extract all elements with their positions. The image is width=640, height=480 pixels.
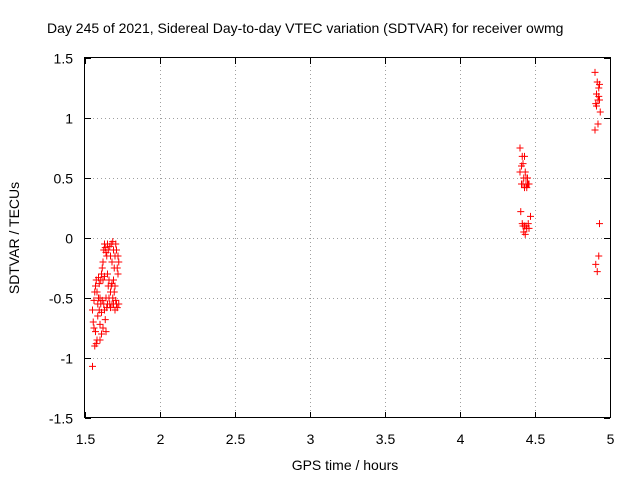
data-point (89, 362, 96, 370)
chart-title: Day 245 of 2021, Sidereal Day-to-day VTE… (47, 20, 563, 36)
data-point (90, 324, 98, 332)
x-tick-label: 3.5 (376, 431, 396, 447)
data-point (591, 126, 599, 134)
axis-ticks: 1.5 2 2.5 3 3.5 4 4.5 5 -1.5 -1 -0.5 0 0.5 1 1.5 (49, 51, 615, 448)
data-point (98, 330, 105, 338)
data-series (89, 68, 604, 370)
data-point (113, 264, 121, 272)
data-point (104, 270, 111, 278)
data-point (596, 220, 603, 228)
data-point (594, 120, 602, 128)
data-point (112, 240, 120, 248)
data-point (516, 144, 524, 152)
data-point (89, 318, 97, 326)
y-tick-label: 1 (65, 111, 73, 127)
data-point (110, 288, 118, 296)
data-point (98, 264, 106, 272)
data-point (595, 92, 603, 100)
data-point (89, 306, 96, 314)
data-point (596, 80, 603, 88)
data-point (596, 108, 604, 116)
data-point (98, 296, 106, 304)
data-point (101, 316, 109, 324)
y-tick-label: -0.5 (49, 291, 73, 307)
data-point (93, 288, 101, 296)
data-point (107, 304, 114, 312)
data-point (595, 252, 603, 260)
data-point (99, 324, 107, 332)
plot-frame (84, 57, 611, 418)
y-tick-label: 0.5 (54, 171, 74, 187)
x-tick-label: 1.5 (76, 431, 96, 447)
data-point (111, 282, 119, 290)
data-point (593, 102, 600, 110)
data-point (94, 312, 102, 320)
data-point (90, 296, 98, 304)
x-tick-label: 2 (157, 431, 165, 447)
data-point (102, 328, 110, 336)
data-point (113, 304, 121, 312)
x-tick-label: 4.5 (526, 431, 546, 447)
data-point (113, 246, 120, 254)
data-point (521, 230, 529, 238)
series-group (89, 68, 604, 370)
data-point (112, 296, 120, 304)
data-point (525, 180, 533, 188)
data-point (95, 280, 103, 288)
x-axis-label: GPS time / hours (292, 457, 399, 473)
y-tick-label: 0 (65, 231, 73, 247)
data-point (92, 282, 99, 290)
data-point (517, 208, 525, 216)
data-point (115, 300, 123, 308)
data-point (110, 276, 117, 284)
data-point (115, 258, 123, 266)
data-point (521, 168, 529, 176)
data-point (92, 340, 100, 348)
data-point (527, 212, 534, 220)
grid-lines (85, 58, 610, 418)
data-point (114, 270, 122, 278)
x-tick-label: 4 (457, 431, 465, 447)
data-point (519, 160, 527, 168)
data-point (523, 184, 531, 192)
data-point (524, 174, 531, 182)
data-point (114, 252, 122, 260)
y-tick-label: -1.5 (49, 411, 73, 427)
data-point (96, 336, 104, 344)
data-point (525, 224, 533, 232)
data-point (521, 152, 528, 160)
data-point (593, 268, 601, 276)
data-point (99, 258, 107, 266)
data-point (595, 84, 603, 92)
y-tick-label: 1.5 (54, 51, 74, 67)
data-point (92, 328, 99, 336)
data-point (96, 320, 104, 328)
data-point (108, 258, 116, 266)
x-tick-label: 2.5 (226, 431, 246, 447)
data-point (99, 276, 107, 284)
data-point (524, 220, 532, 228)
y-axis-label: SDTVAR / TECUs (6, 182, 22, 294)
data-point (592, 260, 600, 268)
y-tick-label: -1 (61, 351, 74, 367)
data-point (591, 68, 599, 76)
x-tick-label: 5 (607, 431, 615, 447)
data-point (596, 96, 603, 104)
x-tick-label: 3 (307, 431, 315, 447)
